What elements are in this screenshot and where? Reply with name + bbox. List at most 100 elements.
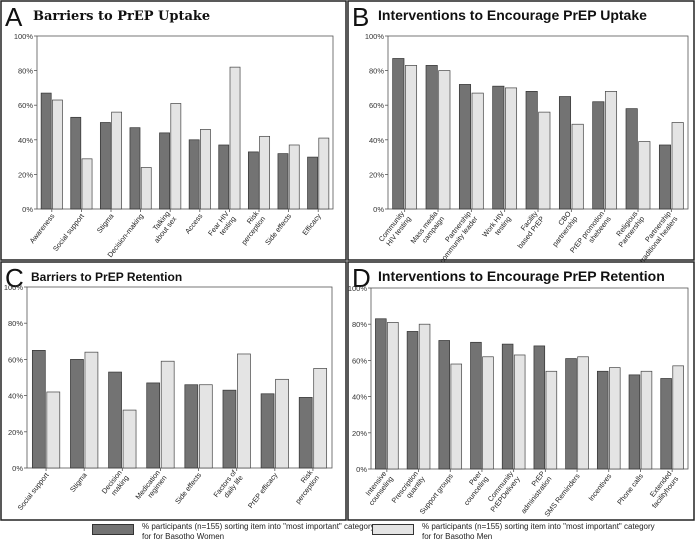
bar-men-4 — [513, 354, 526, 470]
y-tick-label: 80% — [8, 319, 23, 328]
bar-women-5 — [222, 389, 237, 469]
y-tick-label: 80% — [352, 320, 367, 329]
bar-women-2 — [458, 84, 472, 210]
bar-men-7 — [638, 141, 651, 210]
bar-women-0 — [40, 92, 52, 210]
bar-women-1 — [425, 65, 438, 210]
y-tick-label: 60% — [369, 101, 384, 110]
bar-women-2 — [99, 122, 111, 210]
bar-women-1 — [70, 359, 84, 469]
bar-women-7 — [596, 370, 609, 470]
legend-women-swatch — [92, 524, 134, 535]
bar-women-4 — [159, 132, 170, 210]
bar-women-6 — [592, 101, 605, 210]
plot-frame — [26, 286, 333, 469]
y-tick-label: 60% — [8, 355, 23, 364]
bar-men-1 — [418, 323, 431, 470]
panel-letter: B — [352, 2, 369, 32]
panel-title: Interventions to Encourage PrEP Uptake — [378, 7, 647, 23]
y-tick-label: 0% — [356, 465, 367, 474]
panel-letter: A — [5, 2, 23, 32]
bar-men-6 — [577, 356, 589, 470]
bar-women-0 — [392, 58, 405, 210]
bar-men-0 — [387, 322, 399, 470]
bar-men-3 — [504, 87, 518, 210]
y-tick-label: 40% — [8, 392, 23, 401]
bar-men-6 — [229, 66, 241, 210]
bar-women-6 — [260, 393, 275, 469]
bar-men-2 — [122, 409, 137, 469]
bar-men-7 — [609, 367, 621, 470]
legend-women-label: % participants (n=155) sorting item into… — [142, 522, 375, 541]
bar-women-6 — [218, 144, 230, 210]
panel-title: Barriers to PrEP Uptake — [33, 9, 210, 24]
bar-women-8 — [277, 153, 289, 210]
bar-women-7 — [298, 397, 313, 469]
bar-women-3 — [470, 341, 482, 470]
bar-men-0 — [52, 99, 63, 210]
bar-women-3 — [129, 127, 141, 210]
bar-women-0 — [375, 318, 387, 470]
y-tick-label: 100% — [14, 32, 34, 41]
y-tick-label: 80% — [18, 67, 33, 76]
figure: A Barriers to PrEP Uptake 0% 20% 40% 60% 80% 10… — [0, 0, 695, 521]
bar-men-2 — [450, 363, 463, 470]
bar-women-9 — [660, 378, 672, 470]
bar-men-7 — [259, 135, 271, 210]
bar-men-2 — [471, 92, 484, 210]
bar-men-8 — [671, 122, 684, 210]
bar-women-4 — [525, 91, 538, 210]
bar-men-3 — [482, 356, 494, 470]
bar-men-0 — [404, 65, 418, 210]
bar-men-8 — [640, 370, 653, 470]
panel-title: Interventions to Encourage PrEP Retentio… — [378, 268, 665, 284]
y-tick-label: 60% — [352, 356, 367, 365]
bar-women-4 — [184, 384, 199, 469]
y-tick-label: 20% — [18, 170, 33, 179]
bar-men-1 — [438, 70, 451, 210]
bar-women-5 — [188, 139, 200, 210]
panel-a: A Barriers to PrEP Uptake 0% 20% 40% 60% 80% 10… — [0, 0, 347, 261]
bar-women-3 — [492, 85, 505, 210]
bar-men-4 — [170, 103, 182, 210]
bar-men-2 — [111, 111, 123, 210]
y-tick-label: 60% — [18, 101, 33, 110]
panel-c: C Barriers to PrEP Retention 0% 20% 40% 60% 80… — [0, 261, 347, 521]
bar-women-6 — [565, 358, 577, 470]
panel-b: B Interventions to Encourage PrEP Uptake 0… — [347, 0, 695, 265]
bar-women-4 — [501, 343, 514, 470]
bar-men-0 — [46, 391, 61, 469]
bar-women-1 — [70, 116, 82, 210]
bar-men-7 — [313, 368, 328, 469]
panel-title: Barriers to PrEP Retention — [31, 270, 182, 284]
bar-women-0 — [31, 350, 46, 469]
y-tick-label: 20% — [8, 428, 23, 437]
bar-men-5 — [237, 353, 251, 469]
bar-men-5 — [571, 123, 584, 210]
y-tick-label: 20% — [352, 429, 367, 438]
panel-letter: C — [5, 263, 24, 293]
legend-men-label: % participants (n=155) sorting item into… — [422, 522, 655, 541]
panel-letter: D — [352, 263, 371, 293]
bar-men-6 — [604, 91, 618, 210]
bar-men-3 — [140, 167, 152, 210]
panel-d: D Interventions to Encourage PrEP Retenti… — [347, 261, 695, 521]
bar-women-2 — [108, 371, 122, 469]
bar-men-5 — [200, 129, 211, 210]
y-tick-label: 0% — [22, 205, 33, 214]
bar-men-8 — [288, 144, 300, 210]
bar-men-5 — [545, 370, 558, 470]
y-tick-label: 80% — [369, 67, 384, 76]
y-tick-label: 0% — [373, 205, 384, 214]
y-tick-label: 40% — [352, 393, 367, 402]
y-tick-label: 40% — [369, 136, 384, 145]
bar-women-3 — [146, 382, 161, 469]
y-tick-label: 20% — [369, 170, 384, 179]
bar-women-8 — [628, 374, 641, 470]
y-tick-label: 0% — [12, 464, 23, 473]
plot-frame — [36, 35, 334, 210]
bar-women-9 — [307, 156, 318, 210]
bar-men-9 — [672, 365, 684, 470]
bar-women-7 — [625, 108, 638, 210]
bar-women-1 — [406, 331, 419, 470]
